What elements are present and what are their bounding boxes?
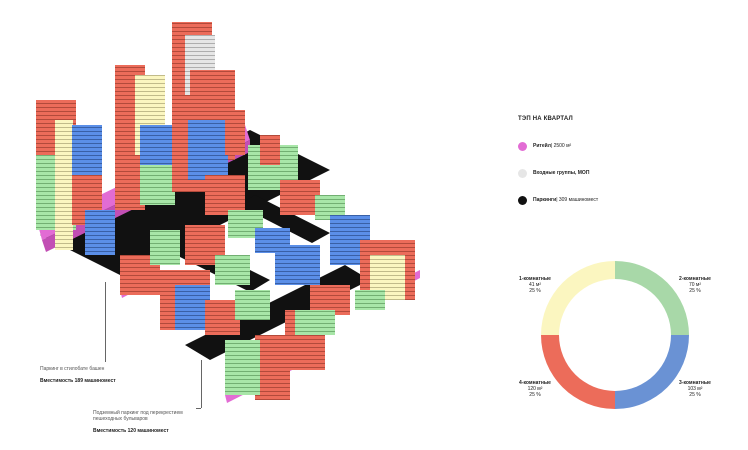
legend-item-parking: Паркинги | 309 машиномест <box>518 195 668 205</box>
segment-area: 120 м² <box>527 386 543 392</box>
block-west <box>120 225 250 295</box>
segment-share: 25 % <box>689 392 701 398</box>
segment-area: 70 м² <box>688 282 702 288</box>
segment-name: 2-комнатные <box>679 276 711 282</box>
block-east <box>275 215 415 315</box>
stylobate-capacity: Вместимость 189 машиномест <box>40 378 116 384</box>
leader-line-stylobate <box>105 282 106 362</box>
block-north <box>205 135 345 253</box>
legend-panel: ТЭП НА КВАРТАЛ Ритейл | 2500 м² Входные … <box>518 116 668 222</box>
underground-callout-line1: Подземный паркинг под перекрестием <box>93 410 183 416</box>
parking-swatch <box>518 195 527 205</box>
donut-slice-1 <box>615 335 689 409</box>
lobby-swatch <box>518 168 527 178</box>
segment-name: 4-комнатные <box>519 380 551 386</box>
legend-label: Ритейл <box>533 143 551 149</box>
retail-swatch <box>518 141 527 151</box>
segment-label-1room: 1-комнатные 41 м² 25 % <box>505 276 565 294</box>
donut-slice-3 <box>541 261 615 335</box>
leader-line-underground <box>201 360 202 408</box>
tower-middle <box>115 65 175 210</box>
tower-left <box>36 100 115 255</box>
segment-name: 1-комнатные <box>519 276 551 282</box>
segment-share: 25 % <box>529 288 541 294</box>
segment-share: 25 % <box>689 288 701 294</box>
stylobate-callout-text: Паркинг в стилобате башен <box>40 366 105 372</box>
apartment-mix-donut <box>541 261 689 409</box>
legend-label: Паркинги <box>533 197 557 203</box>
legend-item-retail: Ритейл | 2500 м² <box>518 141 668 151</box>
segment-label-3room: 3-комнатные 103 м² 25 % <box>665 380 725 398</box>
legend-value: | 2500 м² <box>550 143 572 149</box>
segment-label-2room: 2-комнатные 70 м² 25 % <box>665 276 725 294</box>
leader-tick-underground <box>196 408 201 409</box>
segment-name: 3-комнатные <box>679 380 711 386</box>
segment-area: 41 м² <box>528 282 542 288</box>
isometric-block-diagram <box>36 22 420 403</box>
underground-capacity: Вместимость 120 машиномест <box>93 428 169 434</box>
tower-right <box>172 22 245 192</box>
legend-label: Входные группы, МОП <box>533 170 590 176</box>
segment-label-4room: 4-комнатные 120 м² 25 % <box>505 380 565 398</box>
block-south <box>160 270 335 400</box>
underground-callout-line2: пешеходных бульваров <box>93 416 148 422</box>
underground-callout: Подземный паркинг под перекрестием пешех… <box>93 410 233 434</box>
donut-slice-0 <box>615 261 689 335</box>
legend-value: | 309 машиномест <box>556 197 599 203</box>
legend-title: ТЭП НА КВАРТАЛ <box>518 116 573 122</box>
segment-area: 103 м² <box>687 386 703 392</box>
legend-item-lobby: Входные группы, МОП <box>518 168 668 178</box>
stylobate-callout: Паркинг в стилобате башен Вместимость 18… <box>40 366 160 384</box>
segment-share: 25 % <box>529 392 541 398</box>
donut-slice-2 <box>541 335 615 409</box>
